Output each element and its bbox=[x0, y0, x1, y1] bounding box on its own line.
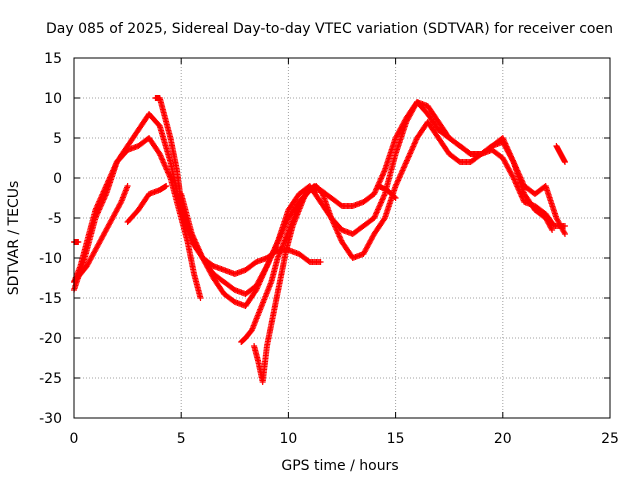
data-point bbox=[310, 184, 317, 190]
y-tick-label: -15 bbox=[39, 291, 62, 307]
y-tick-label: -25 bbox=[39, 371, 62, 387]
data-point bbox=[317, 259, 324, 265]
data-point bbox=[391, 194, 398, 200]
data-point bbox=[549, 227, 556, 233]
data-point bbox=[561, 159, 568, 165]
data-points bbox=[71, 95, 568, 385]
data-point bbox=[197, 295, 204, 301]
data-point bbox=[561, 229, 568, 236]
data-point bbox=[117, 200, 124, 207]
x-tick-label: 10 bbox=[279, 431, 297, 447]
series-track-8 bbox=[251, 183, 318, 385]
x-axis-label: GPS time / hours bbox=[281, 458, 398, 474]
data-point bbox=[561, 223, 568, 229]
series-track-11 bbox=[71, 239, 82, 245]
grid-lines bbox=[74, 58, 610, 418]
series-track-3 bbox=[71, 183, 131, 285]
x-tick-label: 0 bbox=[70, 431, 79, 447]
y-tick-label: 0 bbox=[53, 171, 62, 187]
series-track-9 bbox=[553, 143, 568, 165]
x-tick-label: 25 bbox=[601, 431, 619, 447]
y-tick-label: -5 bbox=[48, 211, 62, 227]
data-point bbox=[392, 195, 399, 201]
data-point bbox=[311, 183, 318, 189]
y-tick-label: 15 bbox=[44, 51, 62, 67]
data-point bbox=[124, 183, 131, 189]
data-point bbox=[381, 216, 388, 223]
y-tick-label: 10 bbox=[44, 91, 62, 107]
x-tick-label: 15 bbox=[387, 431, 405, 447]
chart-title: Day 085 of 2025, Sidereal Day-to-day VTE… bbox=[46, 21, 613, 37]
x-tick-label: 20 bbox=[494, 431, 512, 447]
y-tick-label: -30 bbox=[39, 411, 62, 427]
data-point bbox=[75, 239, 82, 245]
y-axis-label: SDTVAR / TECUs bbox=[6, 181, 22, 296]
x-tick-label: 5 bbox=[177, 431, 186, 447]
axis-ticks: 0 5 10 15 20 25 -30 -25 -20 -15 -10 -5 0 5 10 15 bbox=[39, 51, 619, 447]
data-point bbox=[548, 225, 555, 232]
data-point bbox=[509, 157, 516, 164]
series-track-2 bbox=[71, 135, 204, 301]
data-point bbox=[561, 231, 568, 237]
data-point bbox=[509, 173, 516, 180]
y-tick-label: -10 bbox=[39, 251, 62, 267]
plot-frame bbox=[73, 57, 611, 419]
data-point bbox=[163, 183, 170, 189]
series-track-10 bbox=[375, 183, 399, 201]
y-tick-label: -20 bbox=[39, 331, 62, 347]
series-track-4 bbox=[124, 183, 170, 225]
y-tick-label: 5 bbox=[53, 131, 62, 147]
